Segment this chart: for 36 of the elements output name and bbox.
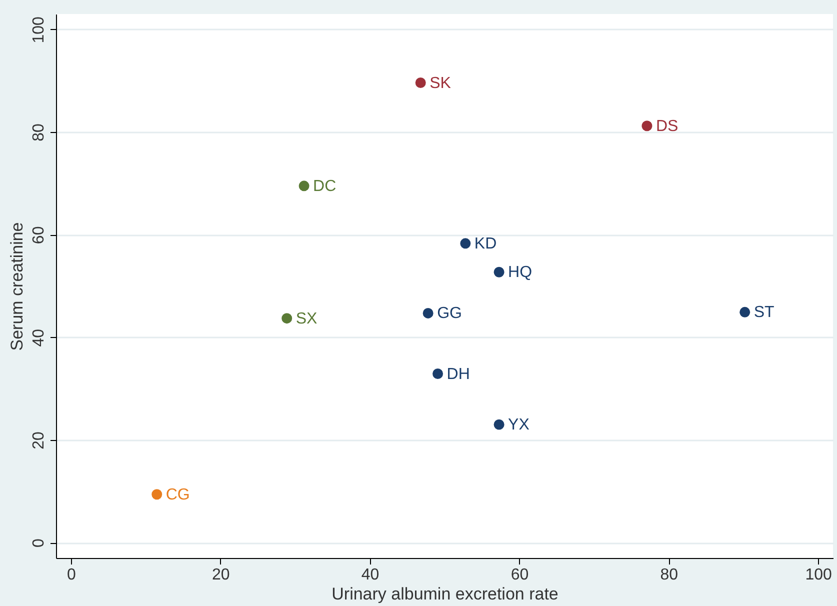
point — [432, 368, 444, 379]
annotation: DH — [446, 366, 470, 383]
annotation: CG — [166, 486, 190, 504]
point — [415, 78, 426, 88]
x-tick-label: 100 — [805, 566, 832, 584]
y-tick-label: 40 — [30, 328, 48, 347]
x-tick-label: 40 — [361, 566, 380, 584]
x-tick-label: 80 — [660, 566, 678, 584]
point — [298, 180, 310, 192]
annotation: HQ — [508, 264, 532, 282]
point — [494, 266, 504, 278]
x-tick-label: 20 — [212, 566, 230, 584]
annotation: GG — [437, 305, 462, 322]
annotation: ST — [754, 304, 775, 322]
annotation: SK — [430, 74, 452, 92]
y-tick-label: 20 — [30, 431, 48, 450]
x-tick-label: 0 — [66, 566, 76, 584]
annotation: DS — [656, 118, 678, 135]
y-tick-label: 80 — [30, 124, 48, 142]
x-axis-title: Urinary albumin excretion rate — [332, 584, 558, 604]
y-axis-title: Serum creatinine — [8, 222, 26, 351]
annotation: DC — [313, 178, 336, 195]
y-tick-label: 100 — [30, 16, 48, 44]
point — [282, 313, 292, 324]
point — [494, 419, 504, 430]
x-tick-label: 60 — [510, 566, 529, 584]
point — [740, 306, 750, 318]
point — [642, 120, 652, 132]
point — [422, 308, 434, 318]
annotation: KD — [474, 235, 497, 252]
point — [460, 238, 471, 249]
y-tick-label: 60 — [30, 226, 48, 244]
annotation: YX — [508, 416, 530, 434]
point — [152, 489, 162, 500]
y-tick-label: 0 — [30, 538, 48, 548]
annotation: SX — [296, 310, 318, 328]
